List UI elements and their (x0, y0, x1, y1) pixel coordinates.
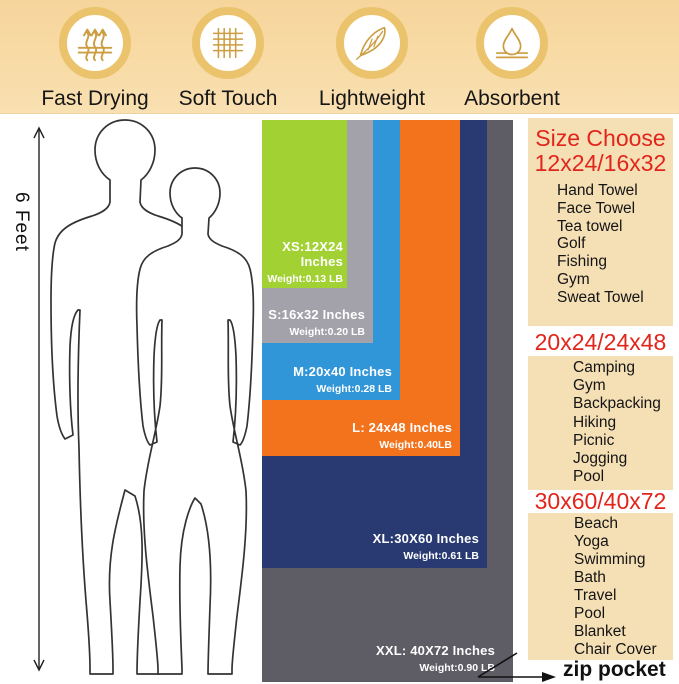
size-group-header-3: 30x60/40x72 (534, 488, 667, 514)
towel-size-label: XXL: 40X72 Inches Weight:0.90 LB (376, 643, 495, 674)
towel-size-weight: Weight:0.90 LB (419, 662, 495, 674)
size-guide-panel-large: Beach Yoga Swimming Bath Travel Pool Bla… (528, 513, 673, 660)
size-guide-panel-small: Size Choose 12x24/16x32 Hand Towel Face … (528, 118, 673, 326)
towel-size-label: S:16x32 Inches Weight:0.20 LB (268, 307, 365, 338)
zip-pocket-arrow (477, 652, 556, 682)
towel-size-weight: Weight:0.40LB (379, 439, 452, 451)
size-group-header-2: 20x24/24x48 (534, 329, 667, 355)
list-item: Camping (573, 359, 636, 376)
towel-size-label: XL:30X60 Inches Weight:0.61 LB (373, 531, 479, 562)
feature-lightweight: Lightweight (297, 7, 447, 111)
towel-size-weight: Weight:0.61 LB (403, 550, 479, 562)
towel-size-weight: Weight:0.28 LB (316, 383, 392, 395)
list-item: Sweat Towel (557, 288, 644, 306)
list-item: Golf (557, 235, 586, 253)
towel-size-label: M:20x40 Inches Weight:0.28 LB (293, 364, 392, 395)
list-item: Bath (574, 569, 606, 586)
woman-outline (135, 167, 255, 675)
list-item: Gym (573, 377, 606, 395)
list-item: Chair Cover (574, 641, 657, 658)
list-item: Swimming (574, 551, 646, 568)
feature-circle (192, 7, 264, 79)
size-group-header-1: 12x24/16x32 (534, 150, 667, 176)
feature-label: Absorbent (464, 87, 560, 110)
towel-size-name: S:16x32 Inches (268, 307, 365, 322)
towel-size-name: L: 24x48 Inches (352, 420, 452, 435)
feature-soft-touch: Soft Touch (153, 7, 303, 111)
feature-fast-drying: Fast Drying (20, 7, 170, 111)
list-item: Pool (573, 468, 605, 486)
zip-pocket-label: zip pocket (563, 658, 666, 681)
feather-icon (355, 26, 386, 60)
list-item: Hand Towel (557, 182, 638, 199)
droplet-icon (495, 27, 529, 59)
list-item: Face Towel (557, 199, 636, 217)
human-figures (50, 119, 255, 675)
feature-absorbent: Absorbent (437, 7, 587, 111)
towel-rect-xs: XS:12X24 Inches Weight:0.13 LB (262, 120, 347, 288)
feature-label: Fast Drying (41, 87, 149, 110)
list-item: Pool (574, 605, 606, 622)
list-item: Gym (557, 270, 590, 288)
towel-size-weight: Weight:0.13 LB (267, 273, 343, 285)
towel-size-name: XL:30X60 Inches (372, 531, 479, 546)
list-item: Hiking (573, 413, 617, 431)
feature-label: Soft Touch (178, 87, 278, 110)
towel-size-label: XS:12X24 Inches Weight:0.13 LB (262, 239, 343, 285)
feature-circle (476, 7, 548, 79)
size-guide-title: Size Choose (535, 125, 666, 151)
list-item: Travel (574, 587, 617, 604)
towel-size-name: M:20x40 Inches (293, 364, 392, 379)
list-item: Tea towel (557, 217, 623, 235)
feature-circle (59, 7, 131, 79)
towel-size-weight: Weight:0.20 LB (289, 326, 365, 338)
list-item: Beach (574, 515, 618, 532)
weave-icon (212, 27, 244, 59)
list-item: Picnic (573, 431, 615, 449)
height-arrow (33, 126, 45, 672)
size-group-list-3: Beach Yoga Swimming Bath Travel Pool Bla… (528, 515, 673, 659)
size-guide-panel-medium: Camping Gym Backpacking Hiking Picnic Jo… (528, 356, 673, 490)
list-item: Fishing (557, 253, 607, 271)
steam-icon (77, 28, 113, 62)
towel-size-name: XS:12X24 Inches (282, 239, 343, 269)
feature-circle (336, 7, 408, 79)
size-group-list-2: Camping Gym Backpacking Hiking Picnic Jo… (528, 359, 673, 486)
list-item: Backpacking (573, 395, 661, 413)
towel-size-name: XXL: 40X72 Inches (375, 643, 495, 658)
list-item: Blanket (574, 623, 626, 640)
towel-size-label: L: 24x48 Inches Weight:0.40LB (352, 420, 452, 451)
list-item: Yoga (574, 533, 609, 550)
feature-band: Fast Drying Soft Touch Lightweight (0, 0, 679, 114)
list-item: Jogging (573, 450, 628, 468)
height-label: 6 Feet (11, 192, 32, 252)
feature-label: Lightweight (318, 87, 426, 110)
size-group-list-1: Hand Towel Face Towel Tea towel Golf Fis… (528, 182, 673, 307)
